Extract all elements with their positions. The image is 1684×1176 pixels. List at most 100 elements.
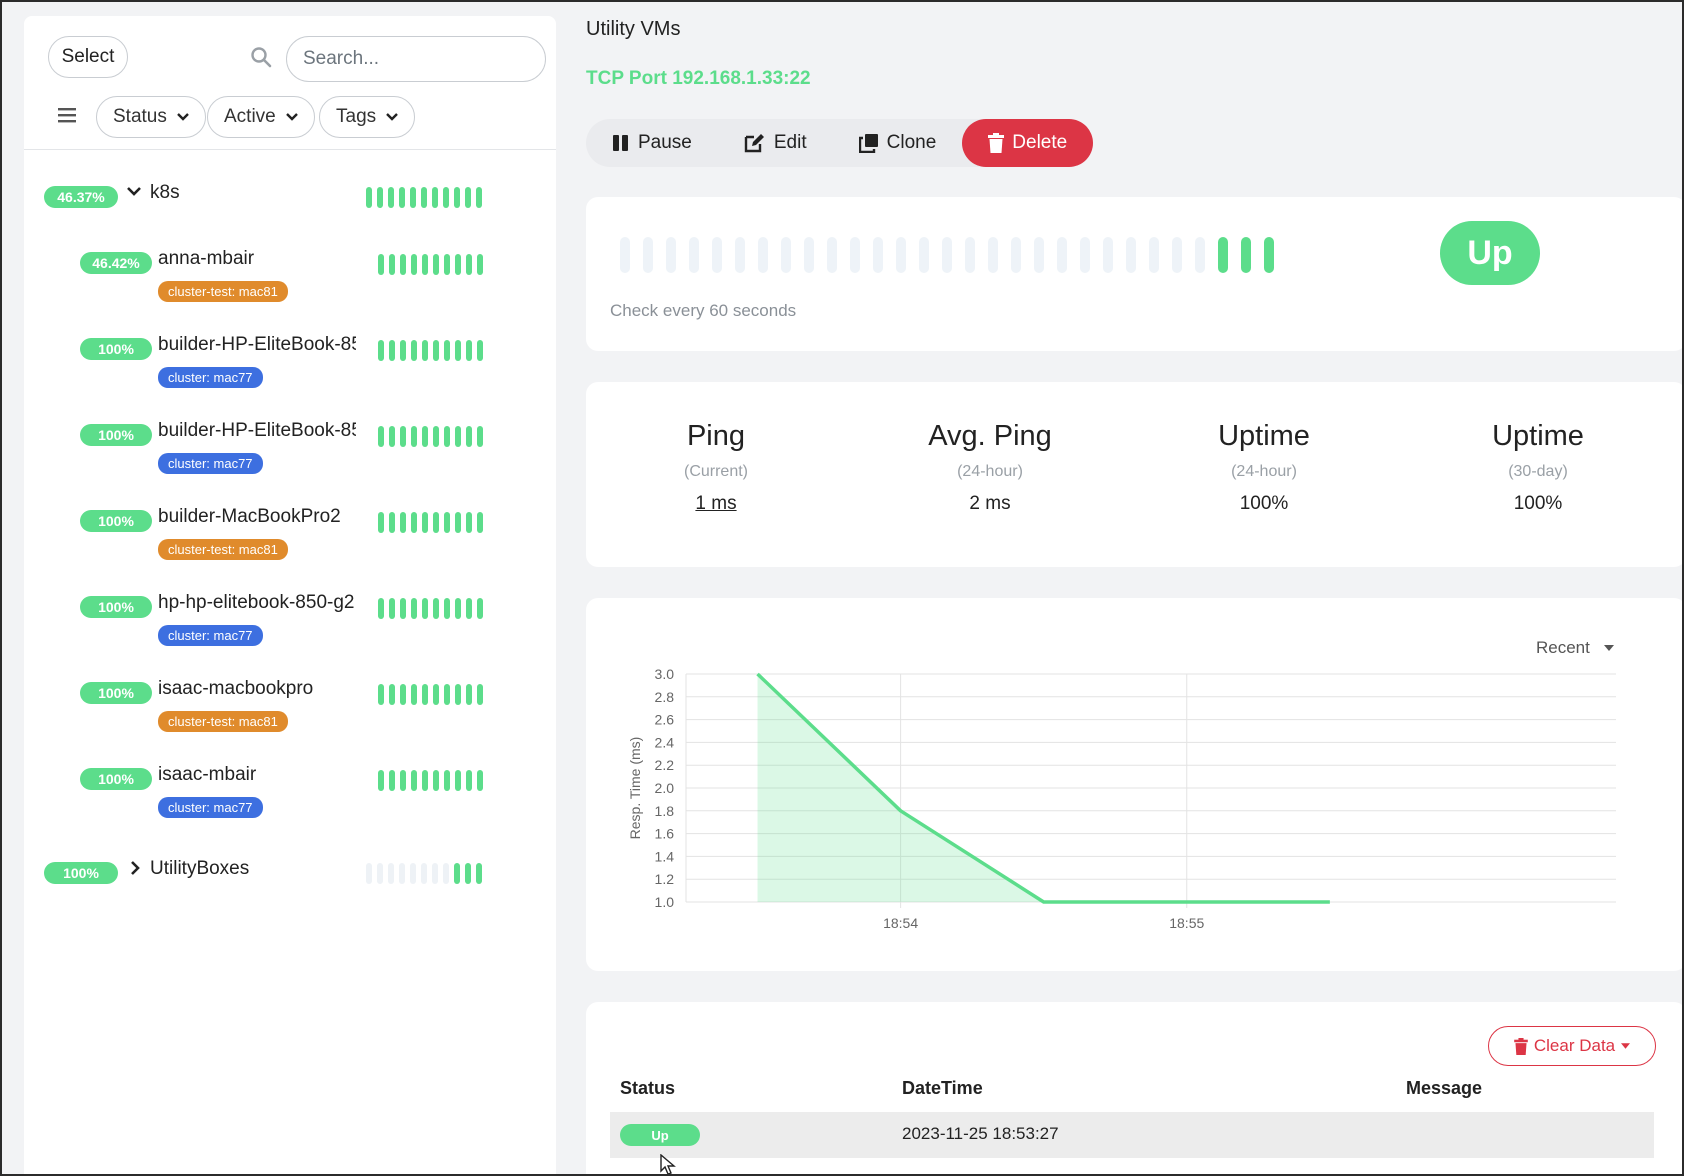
heartbeat-beat xyxy=(643,237,653,273)
heartbeat-beat xyxy=(804,237,814,273)
monitor-row[interactable]: 100% isaac-macbookpro cluster-test: mac8… xyxy=(24,674,556,734)
heartbeat-beat xyxy=(410,863,416,884)
heartbeat-beat xyxy=(410,187,416,208)
group-name: UtilityBoxes xyxy=(150,858,250,879)
heartbeat-beat xyxy=(399,187,405,208)
trash-icon xyxy=(1514,1037,1528,1055)
status-filter-dropdown[interactable]: Status xyxy=(96,96,206,138)
group-row-utilityboxes[interactable]: 100% UtilityBoxes xyxy=(24,852,556,892)
delete-button[interactable]: Delete xyxy=(962,119,1094,167)
clear-data-button[interactable]: Clear Data xyxy=(1488,1026,1656,1066)
heartbeat-beat xyxy=(399,863,405,884)
uptime-badge: 100% xyxy=(80,768,152,790)
chart-range-label: Recent xyxy=(1536,638,1590,657)
search-input[interactable] xyxy=(286,36,546,82)
heartbeat-beat xyxy=(896,237,906,273)
heartbeat-beat xyxy=(400,598,406,619)
heartbeat-beat xyxy=(377,863,383,884)
monitor-row[interactable]: 100% builder-MacBookPro2 cluster-test: m… xyxy=(24,502,556,562)
heartbeat-beat xyxy=(1080,237,1090,273)
heartbeat-beat xyxy=(476,863,482,884)
heartbeat-beat xyxy=(477,598,483,619)
heartbeat-beat xyxy=(1057,237,1067,273)
group-row-k8s[interactable]: 46.37% k8s xyxy=(24,176,556,216)
heartbeat-beat xyxy=(466,770,472,791)
chart-range-dropdown[interactable]: Recent xyxy=(1536,638,1614,658)
monitor-name: builder-MacBookPro2 xyxy=(158,506,341,527)
monitor-row[interactable]: 100% builder-HP-EliteBook-850 cluster: m… xyxy=(24,330,556,390)
heartbeat-beat xyxy=(411,254,417,275)
heartbeat-beat xyxy=(1195,237,1205,273)
heartbeat-beat xyxy=(389,254,395,275)
status-badge: Up xyxy=(1440,221,1540,285)
heartbeat-beat xyxy=(850,237,860,273)
heartbeat-beat xyxy=(455,770,461,791)
monitor-row[interactable]: 100% isaac-mbair cluster: mac77 xyxy=(24,760,556,820)
y-tick-label: 1.2 xyxy=(655,871,675,887)
heartbeat-beat xyxy=(873,237,883,273)
chevron-down-icon xyxy=(285,113,298,121)
uptime-badge: 100% xyxy=(80,510,152,532)
clone-button[interactable]: Clone xyxy=(833,119,963,167)
heartbeat-bar xyxy=(378,254,483,275)
stat-value[interactable]: 1 ms xyxy=(695,493,737,514)
heartbeat-bar xyxy=(378,770,483,791)
heartbeat-beat xyxy=(1264,237,1274,273)
monitor-name: builder-HP-EliteBook-850 xyxy=(158,420,356,441)
stat-subtitle: (24-hour) xyxy=(957,463,1023,480)
heartbeat-beat xyxy=(366,187,372,208)
heartbeat-bar xyxy=(366,863,482,884)
heartbeat-beat xyxy=(455,340,461,361)
heartbeat-beat xyxy=(389,340,395,361)
chevron-right-icon[interactable] xyxy=(128,860,144,876)
heartbeat-beat xyxy=(411,770,417,791)
search-icon xyxy=(251,47,272,68)
monitor-row[interactable]: 46.42% anna-mbair cluster-test: mac81 xyxy=(24,244,556,304)
tags-filter-dropdown[interactable]: Tags xyxy=(319,96,416,138)
heartbeat-beat xyxy=(377,187,383,208)
trash-icon xyxy=(988,133,1005,153)
heartbeat-beat xyxy=(1034,237,1044,273)
heartbeat-beat xyxy=(444,426,450,447)
caret-down-icon xyxy=(1603,645,1614,651)
heartbeat-beat xyxy=(433,770,439,791)
stats-card: Ping (Current) 1 ms Avg. Ping (24-hour) … xyxy=(586,382,1682,567)
heartbeat-beat xyxy=(466,340,472,361)
heartbeat-beat xyxy=(444,254,450,275)
pause-button[interactable]: Pause xyxy=(586,119,718,167)
heartbeat-beat xyxy=(1241,237,1251,273)
events-card: Clear Data Status DateTime Message Up 20… xyxy=(586,1002,1682,1174)
active-filter-dropdown[interactable]: Active xyxy=(207,96,315,138)
mouse-cursor-icon xyxy=(660,1154,676,1174)
event-datetime: 2023-11-25 18:53:27 xyxy=(902,1124,1059,1143)
edit-button[interactable]: Edit xyxy=(718,119,833,167)
monitor-row[interactable]: 100% hp-hp-elitebook-850-g2 cluster: mac… xyxy=(24,588,556,648)
heartbeat-beat xyxy=(421,187,427,208)
monitor-name: anna-mbair xyxy=(158,248,255,269)
heartbeat-beat xyxy=(465,863,471,884)
stat-ping: Ping (Current) 1 ms xyxy=(586,420,846,515)
heartbeat-bar xyxy=(378,598,483,619)
heartbeat-bar xyxy=(378,512,483,533)
y-tick-label: 1.6 xyxy=(655,826,675,842)
heartbeat-beat xyxy=(465,187,471,208)
heartbeat-beat xyxy=(433,684,439,705)
heartbeat-beat xyxy=(466,598,472,619)
monitor-name: hp-hp-elitebook-850-g2 xyxy=(158,592,355,613)
active-filter-label: Active xyxy=(224,106,276,127)
y-tick-label: 1.4 xyxy=(655,848,675,864)
heartbeat-beat xyxy=(388,187,394,208)
heartbeat-beat xyxy=(454,863,460,884)
monitor-row[interactable]: 100% builder-HP-EliteBook-850 cluster: m… xyxy=(24,416,556,476)
heartbeat-beat xyxy=(477,770,483,791)
y-tick-label: 2.4 xyxy=(655,734,675,750)
heartbeat-beat xyxy=(455,684,461,705)
uptime-badge: 100% xyxy=(44,862,118,884)
stat-avg-ping: Avg. Ping (24-hour) 2 ms xyxy=(860,420,1120,515)
monitor-name: isaac-macbookpro xyxy=(158,678,314,699)
menu-icon[interactable] xyxy=(58,107,76,123)
chevron-down-icon[interactable] xyxy=(126,184,142,200)
y-tick-label: 1.8 xyxy=(655,803,675,819)
heartbeat-beat xyxy=(942,237,952,273)
select-button[interactable]: Select xyxy=(48,36,128,78)
